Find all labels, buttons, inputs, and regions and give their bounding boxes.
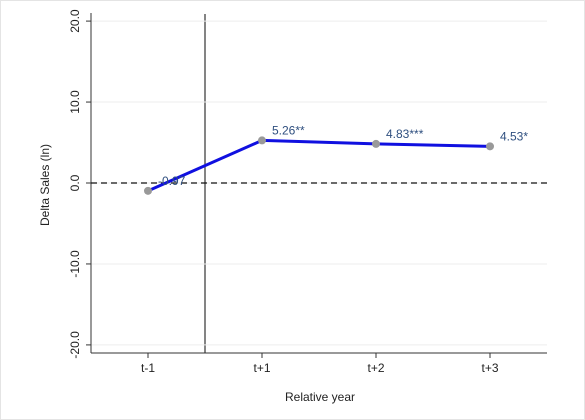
x-tick-label: t-1 <box>141 361 155 375</box>
y-tick-label: -10.0 <box>68 250 82 278</box>
line <box>147 138 491 193</box>
marker <box>258 136 266 145</box>
y-tick-label: -20.0 <box>68 331 82 359</box>
y-tick-label: 10.0 <box>68 90 82 114</box>
x-tick-label: t+1 <box>253 361 270 375</box>
value-label: 4.53* <box>500 130 528 144</box>
marker <box>144 186 152 195</box>
y-tick-label: 0.0 <box>68 174 82 191</box>
value-label: -0.97 <box>158 174 186 188</box>
value-label: 5.26** <box>272 124 305 138</box>
x-tick-label: t+2 <box>367 361 384 375</box>
marker <box>372 139 380 148</box>
x-tick-label: t+3 <box>481 361 498 375</box>
marker <box>486 142 494 151</box>
x-axis-title: Relative year <box>285 390 355 404</box>
y-axis-title: Delta Sales (ln) <box>38 144 52 226</box>
value-label: 4.83*** <box>386 127 424 141</box>
y-tick-label: 20.0 <box>68 9 82 33</box>
